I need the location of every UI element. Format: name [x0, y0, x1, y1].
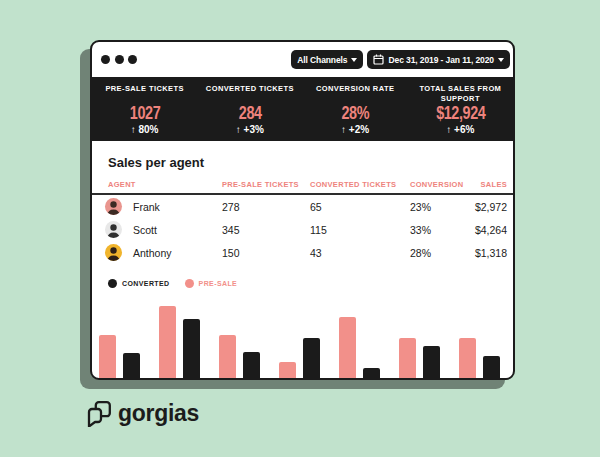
column-header-sales: SALES: [465, 180, 513, 189]
presale-bar: [219, 335, 236, 378]
legend-presale-label: PRE-SALE: [199, 280, 238, 287]
chevron-down-icon: [351, 58, 357, 62]
stat-value: 1027: [129, 104, 159, 122]
stat-label: TOTAL SALES FROM SUPPORT: [410, 84, 510, 104]
table-row: Frank 278 65 23% $2,972: [92, 195, 513, 218]
presale-bar: [279, 362, 296, 378]
stat-conversion-rate: CONVERSION RATE 28% ↑ +2%: [303, 77, 408, 141]
cell-presale: 150: [222, 247, 310, 259]
legend-converted-dot: [108, 279, 117, 288]
presale-bar: [459, 338, 476, 378]
gorgias-logo-text: gorgias: [118, 400, 199, 427]
section-title: Sales per agent: [108, 141, 513, 170]
cell-converted: 65: [310, 201, 410, 213]
page-background: { "titlebar": { "channels_button": "All …: [0, 0, 600, 457]
window-dot[interactable]: [128, 55, 137, 64]
avatar: [105, 244, 122, 261]
chart-legend: CONVERTED PRE-SALE: [108, 279, 513, 288]
stat-label: CONVERSION RATE: [305, 84, 405, 104]
calendar-icon: [373, 54, 384, 65]
agent-name: Anthony: [133, 247, 172, 259]
cell-presale: 345: [222, 224, 310, 236]
gorgias-logo-icon: [87, 401, 111, 427]
window-titlebar: All Channels Dec 31, 2019 - Jan 11, 2020: [92, 42, 513, 77]
converted-bar: [483, 356, 500, 378]
stat-value: 28%: [341, 104, 369, 122]
content-area: Sales per agent AGENT PRE-SALE TICKETS C…: [92, 141, 513, 378]
column-header-conversion: CONVERSION: [410, 180, 465, 189]
table-row: Anthony 150 43 28% $1,318: [92, 241, 513, 264]
cell-converted: 43: [310, 247, 410, 259]
converted-bar: [423, 346, 440, 378]
stat-total-sales: TOTAL SALES FROM SUPPORT $12,924 ↑ +6%: [408, 77, 513, 141]
stat-change: ↑ +6%: [446, 124, 474, 135]
cell-conversion: 23%: [410, 201, 465, 213]
channels-dropdown[interactable]: All Channels: [291, 50, 363, 69]
cell-sales: $2,972: [465, 201, 513, 213]
agent-name: Frank: [133, 201, 160, 213]
avatar: [105, 198, 122, 215]
agent-name: Scott: [133, 224, 157, 236]
cell-presale: 278: [222, 201, 310, 213]
chevron-down-icon: [498, 58, 504, 62]
converted-bar: [123, 353, 140, 378]
avatar: [105, 221, 122, 238]
cell-sales: $1,318: [465, 247, 513, 259]
converted-bar: [183, 319, 200, 378]
date-range-dropdown[interactable]: Dec 31, 2019 - Jan 11, 2020: [367, 50, 510, 69]
stat-value: $12,924: [436, 104, 485, 122]
table-header: AGENT PRE-SALE TICKETS CONVERTED TICKETS…: [92, 180, 513, 189]
stat-change: ↑ 80%: [131, 124, 159, 135]
cell-conversion: 28%: [410, 247, 465, 259]
cell-converted: 115: [310, 224, 410, 236]
column-header-presale: PRE-SALE TICKETS: [222, 180, 310, 189]
legend-presale-dot: [185, 279, 194, 288]
date-range-label: Dec 31, 2019 - Jan 11, 2020: [388, 55, 494, 65]
gorgias-logo: gorgias: [87, 400, 199, 427]
column-header-converted: CONVERTED TICKETS: [310, 180, 410, 189]
dashboard-window: All Channels Dec 31, 2019 - Jan 11, 2020…: [90, 40, 515, 380]
converted-bar: [243, 352, 260, 378]
stat-converted-tickets: CONVERTED TICKETS 284 ↑ +3%: [197, 77, 302, 141]
column-header-agent: AGENT: [108, 180, 222, 189]
presale-bar: [399, 338, 416, 378]
converted-bar: [363, 368, 380, 378]
stat-change: ↑ +3%: [236, 124, 264, 135]
cell-sales: $4,264: [465, 224, 513, 236]
stat-label: CONVERTED TICKETS: [200, 84, 300, 104]
stat-presale-tickets: PRE-SALE TICKETS 1027 ↑ 80%: [92, 77, 197, 141]
window-controls: [101, 55, 137, 64]
window-dot[interactable]: [101, 55, 110, 64]
stat-label: PRE-SALE TICKETS: [95, 84, 195, 104]
stat-value: 284: [238, 104, 261, 122]
stats-bar: PRE-SALE TICKETS 1027 ↑ 80% CONVERTED TI…: [92, 77, 513, 141]
window-dot[interactable]: [115, 55, 124, 64]
bar-chart: [92, 298, 513, 378]
table-row: Scott 345 115 33% $4,264: [92, 218, 513, 241]
converted-bar: [303, 338, 320, 378]
stat-change: ↑ +2%: [341, 124, 369, 135]
channels-dropdown-label: All Channels: [297, 55, 347, 65]
cell-conversion: 33%: [410, 224, 465, 236]
presale-bar: [99, 335, 116, 378]
presale-bar: [159, 306, 176, 378]
legend-converted-label: CONVERTED: [122, 280, 170, 287]
presale-bar: [339, 317, 356, 378]
